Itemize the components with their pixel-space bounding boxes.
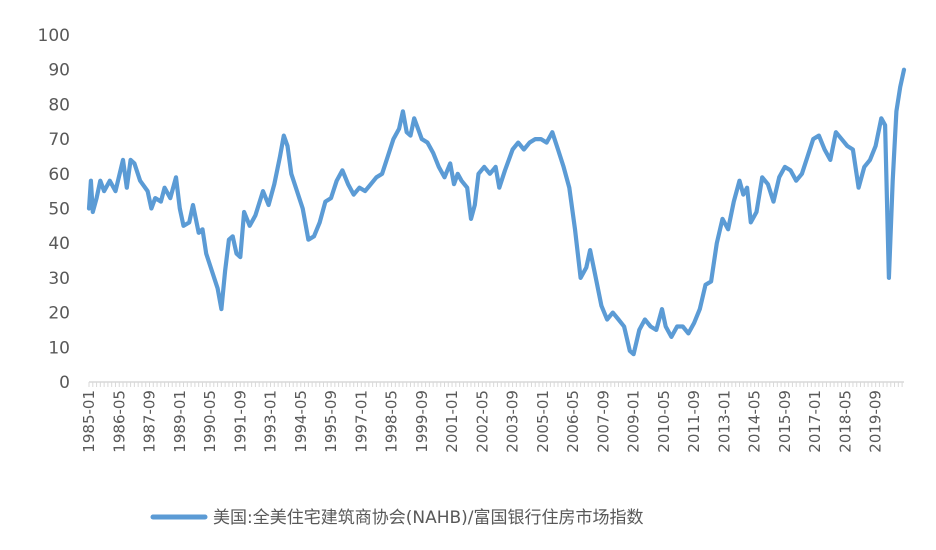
y-tick-label: 100: [38, 26, 70, 46]
x-tick-label: 2006-05: [564, 390, 582, 453]
y-tick-label: 40: [48, 234, 70, 254]
x-tick-label: 1997-01: [352, 390, 370, 453]
y-tick-label: 90: [48, 61, 70, 81]
x-tick-label: 2015-09: [776, 390, 794, 453]
x-tick-label: 2009-01: [625, 390, 643, 453]
legend: 美国:全美住宅建筑商协会(NAHB)/富国银行住房市场指数: [150, 508, 644, 528]
y-axis-ticks: 0 10 20 30 40 50 60 70 80 90 100: [38, 26, 70, 393]
x-tick-label: 1993-01: [262, 390, 280, 453]
y-tick-label: 20: [48, 304, 70, 324]
y-tick-label: 70: [48, 130, 70, 150]
x-tick-label: 1986-05: [110, 390, 128, 453]
x-tick-label: 2014-05: [746, 390, 764, 453]
x-tick-label: 2017-01: [806, 390, 824, 453]
y-tick-label: 80: [48, 95, 70, 115]
x-tick-label: 1998-05: [383, 390, 401, 453]
x-tick-label: 1994-05: [292, 390, 310, 453]
x-tick-label: 2001-01: [443, 390, 461, 453]
y-tick-label: 10: [48, 338, 70, 358]
x-tick-label: 1999-09: [413, 390, 431, 453]
x-tick-label: 1985-01: [80, 390, 98, 453]
x-tick-label: 2003-09: [504, 390, 522, 453]
x-tick-label: 2002-05: [473, 390, 491, 453]
y-tick-label: 30: [48, 269, 70, 289]
x-tick-label: 1991-09: [231, 390, 249, 453]
y-tick-label: 0: [59, 373, 70, 393]
x-tick-label: 2005-01: [534, 390, 552, 453]
x-tick-label: 1989-01: [171, 390, 189, 453]
y-tick-label: 50: [48, 200, 70, 220]
series-line: [86, 67, 907, 357]
x-tick-label: 2011-09: [685, 390, 703, 453]
x-axis-tick-labels: 1985-01 1986-05 1987-09 1989-01 1990-05 1991-…: [80, 390, 885, 453]
x-tick-label: 1990-05: [201, 390, 219, 453]
x-tick-label: 2018-05: [836, 390, 854, 453]
y-tick-label: 60: [48, 165, 70, 185]
x-tick-label: 2007-09: [594, 390, 612, 453]
legend-label: 美国:全美住宅建筑商协会(NAHB)/富国银行住房市场指数: [213, 508, 644, 528]
x-tick-label: 1987-09: [141, 390, 159, 453]
x-tick-label: 2010-05: [655, 390, 673, 453]
x-tick-label: 2013-01: [715, 390, 733, 453]
x-axis-tick-marks: [88, 382, 903, 387]
x-tick-label: 2019-09: [867, 390, 885, 453]
x-tick-label: 1995-09: [322, 390, 340, 453]
